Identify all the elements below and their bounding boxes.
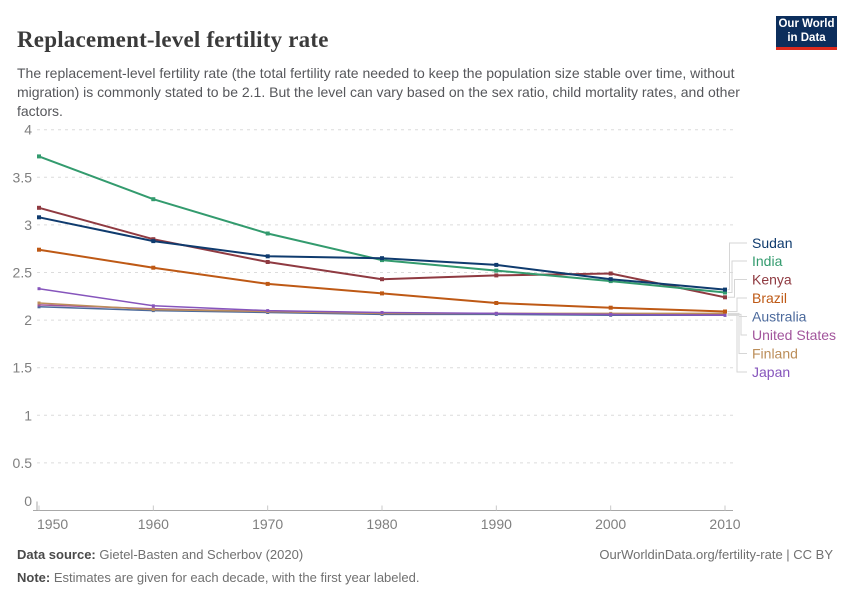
series-marker-brazil-1970 xyxy=(265,281,270,286)
series-marker-japan-1950 xyxy=(37,287,41,291)
note-label: Note: xyxy=(17,570,51,585)
x-tick-label-2010: 2010 xyxy=(709,516,740,532)
legend-label-australia[interactable]: Australia xyxy=(752,309,807,325)
series-marker-japan-1980 xyxy=(380,311,384,314)
series-marker-kenya-2000 xyxy=(608,271,613,276)
note-line: Note: Estimates are given for each decad… xyxy=(17,570,419,585)
legend-connector-kenya xyxy=(727,279,747,298)
series-marker-kenya-1980 xyxy=(380,277,384,282)
y-tick-label-1.5: 1.5 xyxy=(13,360,33,376)
owid-logo-line2: in Data xyxy=(787,31,826,44)
series-marker-india-2010 xyxy=(723,290,727,295)
legend-connector-japan xyxy=(727,314,747,373)
series-marker-india-1970 xyxy=(265,231,270,236)
page-title: Replacement-level fertility rate xyxy=(17,27,329,53)
series-marker-sudan-1960 xyxy=(151,239,156,244)
series-marker-india-1990 xyxy=(494,268,499,273)
series-marker-finland-1950 xyxy=(37,301,41,305)
x-tick-label-2000: 2000 xyxy=(595,516,626,532)
series-marker-australia-1950 xyxy=(37,305,41,309)
series-marker-sudan-1950 xyxy=(37,215,41,220)
series-marker-kenya-1990 xyxy=(494,273,499,278)
series-line-kenya xyxy=(38,206,726,299)
series-marker-kenya-1950 xyxy=(37,205,41,210)
series-marker-brazil-2010 xyxy=(723,309,727,314)
series-marker-sudan-1970 xyxy=(265,254,270,259)
x-tick-label-1950: 1950 xyxy=(37,516,68,532)
legend-connector-finland xyxy=(727,312,747,354)
legend-connector-india xyxy=(727,260,747,293)
y-tick-label-2: 2 xyxy=(24,312,32,328)
legend-connector-brazil xyxy=(727,297,747,312)
series-marker-kenya-2010 xyxy=(723,295,727,300)
y-tick-label-3: 3 xyxy=(24,217,32,233)
series-marker-sudan-2000 xyxy=(608,277,613,282)
note-text: Estimates are given for each decade, wit… xyxy=(50,570,420,585)
data-source-text: Gietel-Basten and Scherbov (2020) xyxy=(95,547,304,562)
y-tick-label-4: 4 xyxy=(24,122,32,138)
legend-connector-united-states xyxy=(727,313,747,336)
series-marker-sudan-1980 xyxy=(380,256,384,261)
y-tick-label-2.5: 2.5 xyxy=(13,265,33,281)
legend-label-brazil[interactable]: Brazil xyxy=(752,290,787,306)
legend-label-india[interactable]: India xyxy=(752,253,783,269)
series-marker-japan-1970 xyxy=(266,309,270,313)
series-marker-kenya-1970 xyxy=(265,260,270,264)
chart-subtitle: The replacement-level fertility rate (th… xyxy=(17,65,740,119)
series-marker-brazil-1960 xyxy=(151,265,156,270)
x-tick-label-1980: 1980 xyxy=(366,516,397,532)
x-tick-label-1970: 1970 xyxy=(252,516,283,532)
series-marker-india-1950 xyxy=(37,154,41,159)
series-marker-brazil-1950 xyxy=(37,247,41,252)
y-tick-label-3.5: 3.5 xyxy=(13,169,33,185)
legend-label-japan[interactable]: Japan xyxy=(752,364,790,380)
series-marker-brazil-1980 xyxy=(380,291,384,296)
owid-logo[interactable]: Our World in Data xyxy=(776,16,837,50)
series-marker-japan-2010 xyxy=(723,313,727,317)
series-marker-india-1960 xyxy=(151,197,156,202)
series-marker-united-states-1950 xyxy=(37,303,41,307)
legend-label-sudan[interactable]: Sudan xyxy=(752,235,792,251)
x-tick-label-1960: 1960 xyxy=(138,516,169,532)
legend-label-united-states[interactable]: United States xyxy=(752,327,836,343)
y-tick-label-0: 0 xyxy=(24,493,32,509)
series-marker-sudan-2010 xyxy=(723,287,727,292)
series-marker-japan-2000 xyxy=(609,312,613,316)
y-tick-label-1: 1 xyxy=(24,407,32,423)
series-marker-finland-1960 xyxy=(151,308,155,312)
series-marker-japan-1990 xyxy=(494,311,498,315)
legend-label-finland[interactable]: Finland xyxy=(752,346,798,362)
y-tick-label-0.5: 0.5 xyxy=(13,455,33,471)
series-marker-japan-1960 xyxy=(151,304,155,308)
x-tick-label-1990: 1990 xyxy=(481,516,512,532)
series-marker-brazil-2000 xyxy=(608,305,613,310)
owid-logo-line1: Our World xyxy=(778,18,835,31)
data-source-label: Data source: xyxy=(17,547,96,562)
data-source-line: Data source: Gietel-Basten and Scherbov … xyxy=(17,547,303,562)
legend-label-kenya[interactable]: Kenya xyxy=(752,272,792,288)
series-marker-sudan-1990 xyxy=(494,262,499,267)
series-marker-brazil-1990 xyxy=(494,301,499,305)
owid-link[interactable]: OurWorldinData.org/fertility-rate | CC B… xyxy=(599,547,833,562)
legend-connector-sudan xyxy=(727,242,747,291)
